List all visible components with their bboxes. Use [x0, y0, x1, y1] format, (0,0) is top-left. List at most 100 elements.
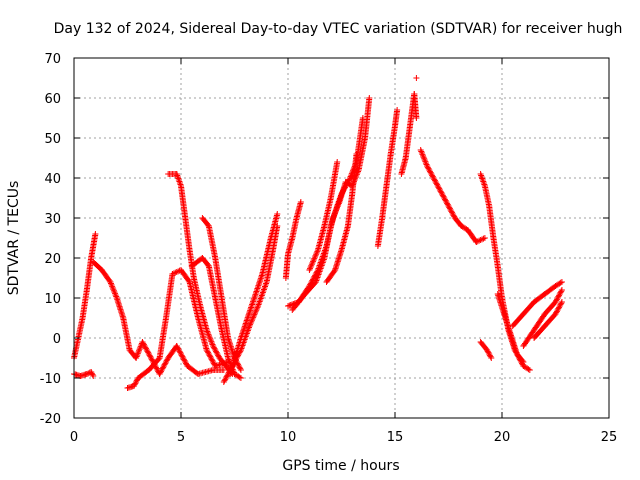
data-point	[394, 107, 401, 113]
data-point	[237, 375, 244, 381]
data-point	[147, 353, 154, 360]
data-point	[355, 168, 362, 175]
data-point	[206, 334, 213, 341]
data-point	[203, 347, 210, 353]
data-point	[425, 165, 432, 172]
data-point	[420, 152, 427, 159]
x-tick-label: 0	[70, 430, 78, 445]
series-track-e-rise	[220, 223, 281, 385]
data-point	[519, 357, 526, 364]
data-point	[237, 367, 244, 373]
data-point	[204, 261, 211, 268]
data-point	[431, 177, 438, 184]
data-point	[440, 193, 447, 200]
data-point	[133, 353, 140, 360]
data-point	[486, 352, 493, 359]
data-point	[206, 332, 213, 339]
data-point	[134, 350, 141, 357]
data-point	[182, 359, 189, 365]
x-tick-label: 15	[387, 430, 404, 445]
data-point	[90, 373, 97, 379]
data-point	[137, 344, 144, 351]
data-point	[558, 299, 565, 305]
data-point	[208, 340, 215, 347]
data-point	[311, 255, 318, 262]
data-point	[344, 180, 351, 187]
data-point	[445, 203, 452, 209]
data-point	[312, 252, 319, 259]
data-point	[163, 359, 170, 365]
x-tick-label: 25	[601, 430, 618, 445]
data-point	[436, 185, 443, 192]
data-point	[89, 371, 96, 378]
data-point	[438, 189, 445, 196]
series-track-n-3	[531, 299, 565, 341]
data-point	[140, 341, 147, 348]
data-point	[205, 351, 212, 357]
data-point	[422, 160, 429, 167]
data-point	[207, 353, 214, 360]
data-point	[250, 314, 257, 321]
data-point	[423, 161, 430, 168]
data-point	[347, 175, 354, 181]
data-point	[553, 308, 560, 315]
data-point	[433, 180, 440, 187]
data-point	[107, 279, 114, 285]
data-point	[133, 377, 140, 384]
data-point	[435, 184, 442, 191]
data-point	[442, 197, 449, 204]
data-point	[212, 348, 219, 355]
data-point	[159, 365, 166, 372]
data-point	[112, 292, 119, 299]
data-point	[297, 199, 304, 205]
data-point	[251, 311, 258, 318]
series-track-a-low	[71, 369, 97, 379]
data-point	[83, 371, 90, 377]
data-point	[437, 188, 444, 195]
data-point	[552, 311, 559, 317]
data-point	[525, 366, 532, 373]
y-tick-label: -20	[40, 412, 61, 427]
data-point	[310, 257, 317, 263]
data-point	[236, 374, 243, 381]
data-point	[424, 163, 431, 169]
data-point	[206, 352, 213, 359]
data-point	[204, 328, 211, 335]
data-point	[161, 361, 168, 368]
data-point	[182, 360, 189, 367]
series-track-f	[282, 199, 304, 281]
data-point	[253, 307, 260, 314]
data-point	[344, 179, 351, 185]
data-point	[254, 304, 261, 311]
data-point	[172, 269, 179, 276]
data-point	[215, 352, 222, 359]
data-point	[143, 345, 150, 352]
x-tick-label: 20	[494, 430, 511, 445]
data-point	[341, 185, 348, 192]
data-point	[553, 296, 560, 303]
data-point	[342, 183, 349, 189]
data-point	[162, 360, 169, 367]
data-point	[145, 349, 152, 356]
data-point	[135, 347, 142, 354]
data-point	[88, 369, 95, 375]
data-point	[314, 248, 321, 255]
data-point	[109, 283, 116, 290]
series-track-b	[124, 267, 232, 391]
data-point	[237, 365, 244, 372]
data-point	[417, 147, 424, 153]
x-axis-title: GPS time / hours	[282, 458, 399, 474]
plot-frame	[73, 57, 610, 419]
data-point	[554, 295, 561, 301]
plot-area	[71, 75, 565, 391]
data-point	[145, 351, 152, 357]
series-track-i	[374, 107, 401, 249]
data-point	[557, 289, 564, 296]
data-point	[107, 280, 114, 287]
data-point	[207, 335, 214, 342]
data-point	[181, 357, 188, 364]
data-point	[213, 349, 220, 356]
data-point	[555, 293, 562, 300]
data-point	[134, 352, 141, 359]
